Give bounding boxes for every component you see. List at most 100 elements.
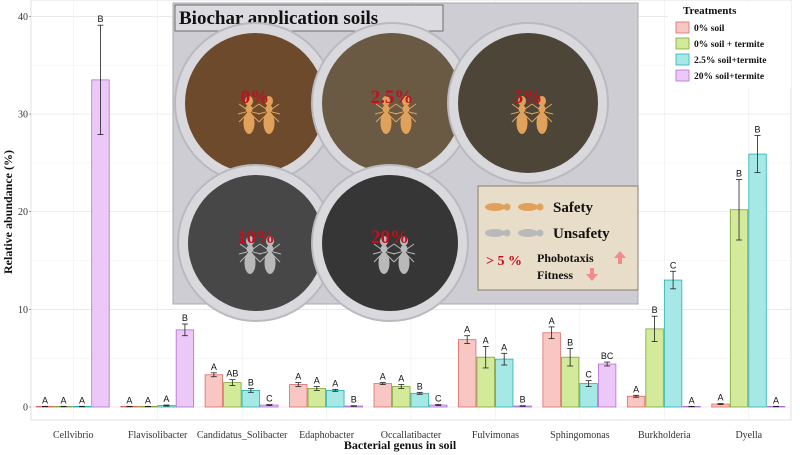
significance-letter: B xyxy=(97,14,103,24)
key-unsafety-label: Unsafety xyxy=(553,226,610,242)
key-termite-head xyxy=(536,229,544,237)
x-axis: Cellvibrio Flavisolibacter Candidatus_Soli… xyxy=(53,430,763,441)
soil-photo-inset: Biochar application soils 0% 2.5% 5% 10% 20%… xyxy=(172,2,639,322)
legend-label: 0% soil xyxy=(694,24,725,34)
key-termite-head xyxy=(503,229,511,237)
key-termite-head xyxy=(503,203,511,211)
significance-letter: A xyxy=(501,342,507,352)
significance-letter: A xyxy=(633,384,639,394)
significance-letter: A xyxy=(79,395,85,405)
dish-soil xyxy=(322,175,458,311)
y-tick-label: 30 xyxy=(18,110,28,121)
termite-head xyxy=(402,96,410,106)
key-termite-head xyxy=(536,203,544,211)
soil-dish: 20% xyxy=(311,164,469,322)
legend-title: Treatments xyxy=(683,5,737,17)
significance-letter: A xyxy=(718,393,724,403)
termite-abdomen xyxy=(398,252,410,274)
significance-letter: C xyxy=(435,394,442,404)
bar xyxy=(392,386,411,408)
termite-legs xyxy=(530,103,554,123)
soil-dish: 5% xyxy=(447,22,609,184)
y-axis: 0 10 20 30 40 xyxy=(18,12,31,414)
termite-abdomen xyxy=(263,112,275,134)
termite-key-icons xyxy=(485,203,544,237)
termite-thorax xyxy=(382,105,390,113)
termite-head xyxy=(266,236,274,246)
termite-abdomen xyxy=(244,252,256,274)
bar xyxy=(626,395,646,408)
bar xyxy=(663,279,683,408)
significance-letter: B xyxy=(652,305,658,315)
bar xyxy=(542,332,561,408)
dish-percent-label: 5% xyxy=(514,87,543,108)
legend-swatch xyxy=(675,53,690,66)
x-tick-label: Occallatibacter xyxy=(381,430,442,441)
termite-thorax xyxy=(246,245,254,253)
termite-thorax xyxy=(265,105,273,113)
termite-head xyxy=(245,96,253,106)
significance-letter: B xyxy=(417,381,423,391)
significance-letter: B xyxy=(755,125,761,135)
y-tick-label: 10 xyxy=(18,305,28,316)
x-tick-label: Candidatus_Solibacter xyxy=(197,430,288,441)
x-tick-label: Burkholderia xyxy=(638,430,691,441)
termite-thorax xyxy=(518,105,526,113)
termite-abdomen xyxy=(378,252,390,274)
legend-label: 0% soil + termite xyxy=(694,40,764,50)
bar xyxy=(241,389,261,408)
termite-key: Safety Unsafety > 5 % Phobotaxis Fitness xyxy=(477,185,639,291)
significance-letter: BC xyxy=(601,351,614,361)
termite-legs xyxy=(372,243,396,263)
dish-soil xyxy=(458,33,598,173)
significance-letter: A xyxy=(42,395,48,405)
x-tick-label: Flavisolibacter xyxy=(128,430,188,441)
termite-abdomen xyxy=(264,252,276,274)
significance-letter: A xyxy=(398,374,404,384)
termite-head xyxy=(265,96,273,106)
legend-label: 20% soil+termite xyxy=(694,72,764,82)
significance-letter: B xyxy=(567,337,573,347)
dish-percent-label: 10% xyxy=(237,227,275,248)
termite-head xyxy=(538,96,546,106)
legend: Treatments 0% soil 0% soil + termite 2.5% … xyxy=(668,2,791,88)
y-tick-label: 20 xyxy=(18,207,28,218)
bar xyxy=(597,363,617,408)
soil-dish: 0% xyxy=(174,22,336,184)
key-termite-icon xyxy=(485,203,505,211)
significance-letter: C xyxy=(266,394,273,404)
bar xyxy=(326,389,345,408)
termite-abdomen xyxy=(243,112,255,134)
termite-legs xyxy=(510,103,534,123)
significance-letter: A xyxy=(126,395,132,405)
legend-swatch xyxy=(675,37,690,50)
significance-letter: B xyxy=(736,168,742,178)
termite-key-box xyxy=(477,185,639,291)
termite-abdomen xyxy=(380,112,392,134)
soil-dish: 10% xyxy=(177,164,335,322)
significance-letter: A xyxy=(60,395,66,405)
fitness-down-arrow-icon xyxy=(586,268,598,281)
legend-swatch xyxy=(675,21,690,34)
x-axis-title: Bacterial genus in soil xyxy=(344,438,457,452)
significance-letter: A xyxy=(773,395,779,405)
significance-letter: A xyxy=(689,395,695,405)
soil-dishes: 0% 2.5% 5% 10% 20% xyxy=(174,22,609,322)
phobotaxis-up-arrow-icon xyxy=(614,251,626,264)
significance-letter: A xyxy=(483,335,489,345)
termite-legs xyxy=(374,103,398,123)
legend-swatch xyxy=(675,69,690,82)
termite-head xyxy=(382,96,390,106)
termite-legs xyxy=(258,243,282,263)
y-axis-title: Relative abundance (%) xyxy=(1,150,15,274)
termite-head xyxy=(380,236,388,246)
x-tick-label: Sphingomonas xyxy=(550,430,610,441)
significance-letter: A xyxy=(163,394,169,404)
dish-soil xyxy=(185,33,325,173)
significance-letter: C xyxy=(585,370,592,380)
significance-letter: A xyxy=(314,375,320,385)
bar xyxy=(748,153,767,408)
bar xyxy=(204,374,224,408)
bar xyxy=(289,384,308,408)
